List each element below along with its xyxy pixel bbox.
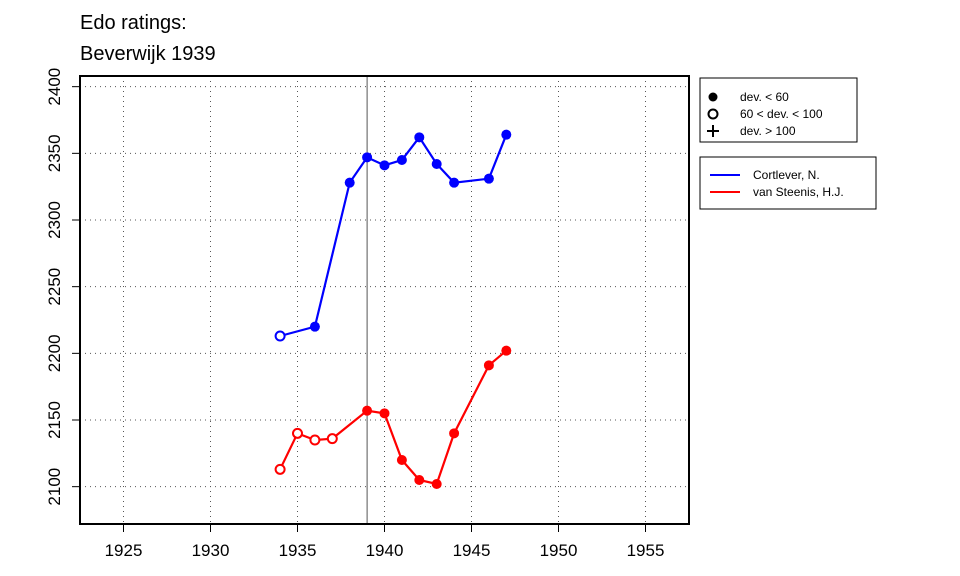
y-tick-label: 2350: [45, 134, 64, 172]
data-point: [414, 132, 425, 143]
data-point: [483, 173, 494, 184]
plus-icon: [707, 125, 719, 137]
data-point: [501, 129, 512, 140]
y-tick-label: 2150: [45, 401, 64, 439]
series-legend-label-1: Cortlever, N.: [753, 168, 820, 182]
x-tick-label: 1945: [453, 541, 491, 560]
y-tick-label: 2250: [45, 268, 64, 306]
x-tick-label: 1955: [627, 541, 665, 560]
x-tick-label: 1935: [279, 541, 317, 560]
chart-title-line-1: Edo ratings:: [80, 12, 187, 34]
series-1: [274, 129, 512, 342]
x-tick-label: 1940: [366, 541, 404, 560]
data-point: [274, 463, 286, 475]
symbol-legend-box: [699, 77, 858, 143]
data-point: [396, 155, 407, 165]
data-point: [431, 479, 442, 489]
filled-circle-icon: [708, 92, 718, 102]
series-group: [274, 129, 512, 489]
series-legend-box: [699, 156, 877, 210]
data-point: [431, 159, 442, 169]
data-point: [274, 330, 286, 342]
data-point: [292, 427, 303, 439]
series-2: [274, 345, 512, 489]
symbol-legend: dev. < 60 60 < dev. < 100 dev. > 100: [699, 77, 858, 143]
data-point: [449, 177, 460, 188]
y-tick-label: 2100: [45, 468, 64, 506]
data-point: [501, 345, 512, 356]
data-point: [362, 152, 373, 163]
data-point: [379, 408, 390, 419]
data-point: [483, 360, 494, 371]
data-point: [344, 177, 355, 188]
data-point: [309, 434, 321, 446]
x-tick-label: 1950: [540, 541, 578, 560]
x-tick-label: 1930: [192, 541, 230, 560]
grid-lines: [80, 76, 689, 524]
symbol-legend-label-3: dev. > 100: [740, 124, 796, 138]
series-legend-label-2: van Steenis, H.J.: [753, 185, 844, 199]
series-line: [279, 349, 508, 486]
axes: 1925 1930 1935 1940 1945 1950 1955 2100 2150 2200…: [45, 68, 664, 560]
data-point: [326, 433, 338, 445]
series-line: [279, 134, 508, 338]
y-tick-label: 2200: [45, 334, 64, 372]
chart-title-line-2: Beverwijk 1939: [80, 43, 216, 65]
data-point: [362, 405, 373, 416]
data-point: [449, 428, 460, 439]
symbol-legend-label-1: dev. < 60: [740, 90, 789, 104]
open-circle-icon: [707, 108, 719, 120]
data-point: [309, 321, 320, 332]
x-tick-label: 1925: [105, 541, 143, 560]
data-point: [379, 160, 390, 171]
data-point: [396, 455, 407, 465]
y-tick-label: 2400: [45, 68, 64, 106]
data-point: [414, 475, 425, 485]
series-legend: Cortlever, N. van Steenis, H.J.: [699, 156, 877, 210]
symbol-legend-label-2: 60 < dev. < 100: [740, 107, 823, 121]
y-tick-label: 2300: [45, 201, 64, 239]
